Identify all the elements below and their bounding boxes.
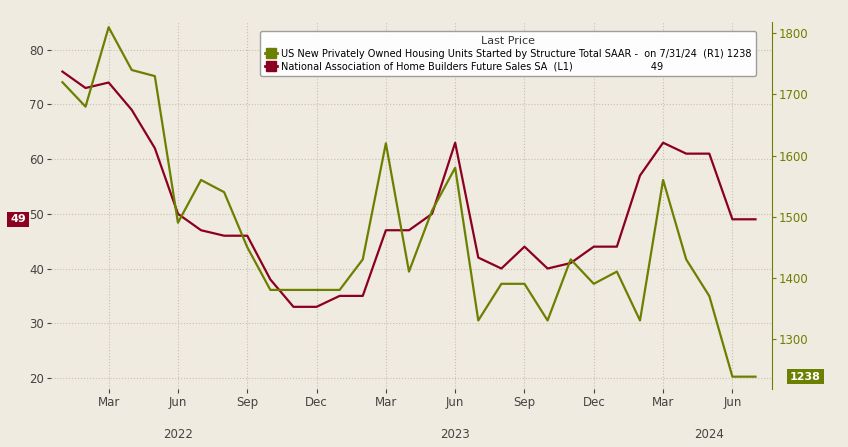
Text: 49: 49: [10, 214, 25, 224]
Text: 2023: 2023: [440, 428, 470, 441]
Text: 1238: 1238: [790, 371, 821, 382]
Text: 2022: 2022: [163, 428, 192, 441]
Legend: US New Privately Owned Housing Units Started by Structure Total SAAR -  on 7/31/: US New Privately Owned Housing Units Sta…: [260, 31, 756, 76]
Text: 2024: 2024: [695, 428, 724, 441]
